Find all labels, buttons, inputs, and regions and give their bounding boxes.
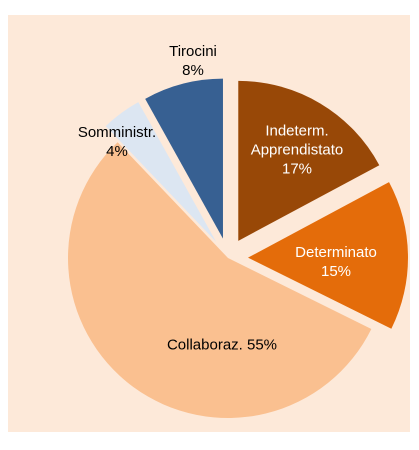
slice-value: 4% <box>106 143 128 160</box>
slice-name: Determinato <box>295 244 377 261</box>
slice-value: 17% <box>281 160 313 178</box>
pie-slice <box>145 78 223 239</box>
slice-value: 8% <box>182 62 204 79</box>
pie-slice <box>68 142 372 418</box>
slice-value: 15% <box>320 263 352 280</box>
slice-label: Indeterm. Apprendistato 17% <box>240 122 355 179</box>
slice-name: Tirocini <box>169 43 217 60</box>
pie-slice <box>105 102 217 242</box>
slice-label: Tirocini 8% <box>153 42 233 80</box>
slice-name: Indeterm. Apprendistato <box>250 122 344 159</box>
slice-value: 55% <box>247 336 278 354</box>
slice-label: Collaboraz. 55% <box>122 336 322 355</box>
slice-label: Somministr. 4% <box>67 123 167 161</box>
pie-slice <box>247 182 408 329</box>
slice-name: Collaboraz. <box>166 336 243 354</box>
pie-slice <box>238 80 380 241</box>
slice-label: Determinato 15% <box>281 243 391 281</box>
slice-name: Somministr. <box>77 124 157 141</box>
